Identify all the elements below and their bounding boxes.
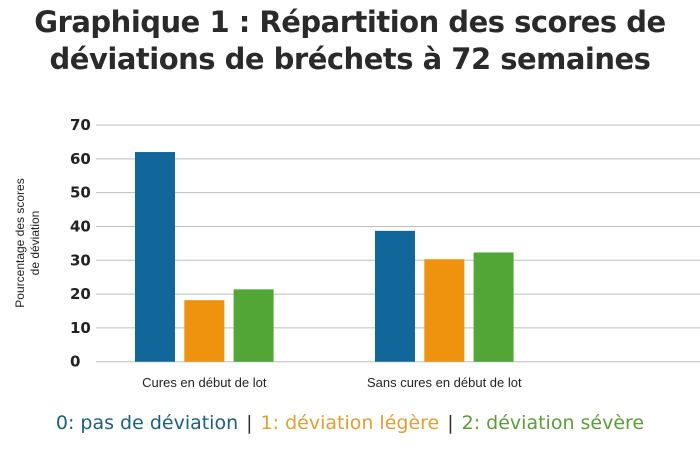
y-tick-label: 30: [70, 251, 91, 269]
y-tick-label: 50: [70, 184, 91, 202]
bar-1-1: [424, 259, 465, 362]
y-tick-label: 10: [70, 319, 91, 337]
chart-title-line-2: déviations de bréchets à 72 semaines: [49, 42, 651, 76]
bar-1-2: [473, 252, 514, 362]
bar-0-2: [233, 289, 274, 362]
y-axis-label-line-2: de déviation: [28, 211, 42, 276]
bar-0-1: [184, 300, 225, 362]
x-category-label: Cures en début de lot: [142, 375, 267, 390]
x-category-label: Sans cures en début de lot: [367, 375, 522, 390]
legend-item-no-deviation: 0: pas de déviation: [55, 412, 239, 434]
y-tick-label: 20: [70, 285, 91, 303]
bar-0-0: [135, 152, 175, 362]
legend-item-light-deviation: 1: déviation légère: [260, 412, 440, 434]
y-tick-label: 0: [70, 353, 80, 371]
y-axis-label-line-1: Pourcentage des scores: [13, 178, 27, 307]
legend-item-severe-deviation: 2: déviation sévère: [461, 412, 645, 434]
y-tick-label: 60: [70, 150, 91, 168]
legend-separator: |: [246, 412, 253, 434]
chart-title: Graphique 1 : Répartition des scores de …: [0, 4, 700, 78]
chart-title-line-1: Graphique 1 : Répartition des scores de: [34, 5, 666, 39]
legend: 0: pas de déviation | 1: déviation légère |…: [0, 412, 700, 434]
y-tick-label: 40: [70, 217, 91, 235]
legend-separator: |: [447, 412, 454, 434]
bar-1-0: [375, 230, 415, 362]
y-tick-label: 70: [70, 116, 91, 134]
